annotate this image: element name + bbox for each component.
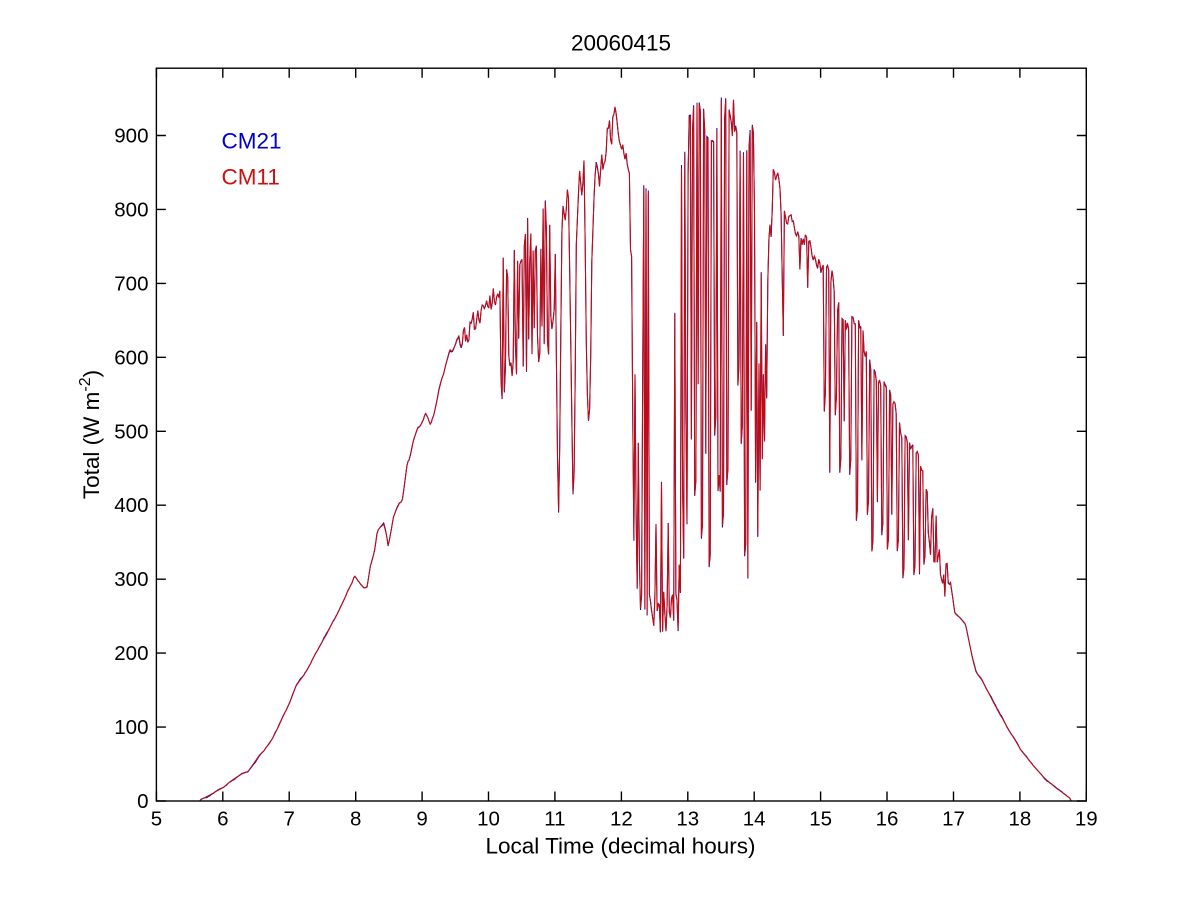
svg-text:20060415: 20060415: [571, 31, 671, 56]
svg-text:6: 6: [217, 808, 228, 831]
svg-text:200: 200: [114, 642, 148, 665]
svg-text:16: 16: [876, 808, 899, 831]
svg-text:5: 5: [151, 808, 162, 831]
svg-text:900: 900: [114, 125, 148, 148]
svg-text:100: 100: [114, 716, 148, 739]
svg-text:8: 8: [350, 808, 361, 831]
svg-text:500: 500: [114, 420, 148, 443]
svg-text:Local Time (decimal hours): Local Time (decimal hours): [485, 834, 755, 859]
svg-text:15: 15: [809, 808, 832, 831]
svg-text:14: 14: [743, 808, 766, 831]
svg-text:19: 19: [1075, 808, 1098, 831]
svg-text:9: 9: [416, 808, 427, 831]
svg-text:400: 400: [114, 494, 148, 517]
svg-text:11: 11: [544, 808, 565, 831]
svg-text:CM21: CM21: [222, 129, 282, 154]
svg-text:CM11: CM11: [222, 165, 280, 190]
svg-text:10: 10: [477, 808, 500, 831]
svg-text:700: 700: [114, 272, 148, 295]
svg-text:600: 600: [114, 346, 148, 369]
svg-text:7: 7: [283, 808, 294, 831]
svg-text:13: 13: [676, 808, 699, 831]
svg-text:18: 18: [1008, 808, 1031, 831]
svg-text:17: 17: [942, 808, 965, 831]
svg-text:800: 800: [114, 198, 148, 221]
svg-text:300: 300: [114, 568, 148, 591]
svg-text:0: 0: [137, 790, 148, 813]
svg-text:12: 12: [610, 808, 633, 831]
